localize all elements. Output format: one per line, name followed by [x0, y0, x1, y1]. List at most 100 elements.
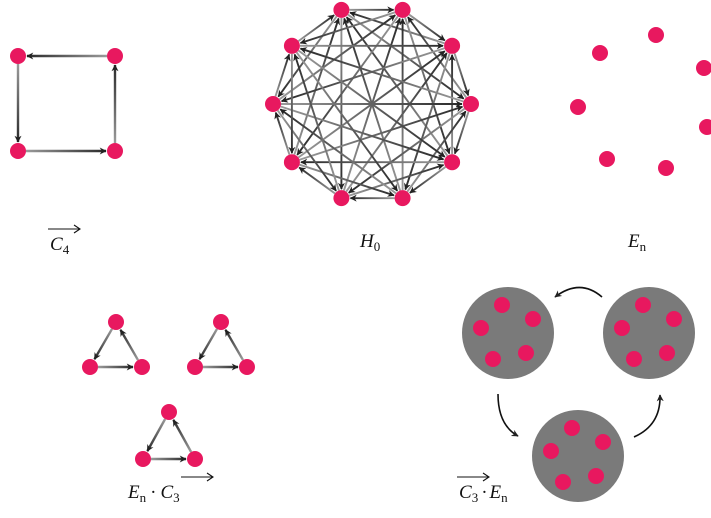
- directed-edge: [93, 328, 114, 360]
- vertex: [658, 160, 674, 176]
- directed-edge: [453, 111, 470, 155]
- c4-cycle-graph: [10, 48, 123, 159]
- label-en-letter: E: [627, 231, 640, 252]
- vertex: [599, 151, 615, 167]
- directed-edge: [295, 51, 399, 192]
- directed-edge: [299, 11, 396, 45]
- vertex: [525, 311, 541, 327]
- label-h0: H0: [359, 231, 380, 254]
- directed-edge: [146, 418, 167, 452]
- overarrow-head: [206, 472, 214, 482]
- label-en-c3-esub: n: [140, 490, 147, 505]
- vertex: [10, 48, 26, 64]
- vertex: [635, 297, 651, 313]
- vertex: [187, 451, 203, 467]
- label-c3-en-dot: ·: [481, 482, 487, 503]
- vertex: [444, 154, 461, 171]
- vertex: [485, 351, 501, 367]
- vertex: [564, 420, 580, 436]
- vertex: [473, 320, 489, 336]
- vertex: [444, 37, 461, 54]
- directed-edge: [274, 111, 291, 155]
- vertex: [518, 345, 534, 361]
- c3-times-en-graph: [462, 286, 695, 502]
- h0-tournament-graph: [265, 1, 479, 207]
- directed-edge: [119, 329, 140, 361]
- directed-edge: [348, 163, 445, 197]
- vertex: [648, 27, 664, 43]
- overarrow-head: [73, 224, 81, 234]
- directed-edge: [299, 163, 395, 197]
- vertex: [213, 314, 229, 330]
- vertex: [333, 190, 350, 207]
- vertex: [595, 434, 611, 450]
- directed-edge: [348, 107, 466, 194]
- label-c3-en-csub: 3: [472, 490, 479, 505]
- vertex: [108, 314, 124, 330]
- vertex: [135, 451, 151, 467]
- svg-text:C3·En: C3 · En: [459, 482, 508, 505]
- label-en-c3: En · C3: [127, 472, 214, 505]
- vertex: [555, 474, 571, 490]
- en-empty-graph: [570, 27, 711, 176]
- vertex: [134, 359, 150, 375]
- directed-edge: [224, 329, 245, 361]
- vertex: [570, 99, 586, 115]
- vertex: [239, 359, 255, 375]
- directed-edge: [347, 13, 465, 100]
- vertex: [588, 468, 604, 484]
- vertex: [265, 96, 281, 112]
- overarrow-head: [482, 472, 490, 482]
- label-c4-letter: C: [50, 234, 63, 255]
- label-c3-en-e: E: [489, 482, 502, 503]
- directed-edge: [274, 53, 291, 97]
- label-h0-sub: 0: [374, 239, 381, 254]
- label-en: En: [627, 231, 647, 254]
- label-en-c3-dot: ·: [150, 482, 156, 503]
- vertex: [283, 37, 300, 54]
- label-c4-sub: 4: [63, 242, 70, 257]
- vertex: [161, 404, 177, 420]
- vertex: [10, 143, 26, 159]
- directed-edge: [279, 108, 397, 195]
- vertex: [463, 96, 479, 112]
- directed-edge: [280, 105, 445, 161]
- directed-edge: [198, 328, 219, 360]
- blob-arc-arrow: [633, 394, 664, 438]
- label-c3-en-c: C: [459, 482, 472, 503]
- directed-edge: [293, 53, 340, 191]
- directed-edge: [280, 47, 445, 103]
- blob-arc-arrow: [497, 393, 519, 437]
- directed-edge: [297, 14, 335, 42]
- label-en-sub: n: [640, 239, 647, 254]
- label-en-c3-e: E: [127, 482, 140, 503]
- directed-edge: [298, 166, 336, 195]
- vertex: [543, 443, 559, 459]
- label-h0-letter: H: [359, 231, 375, 252]
- vertex: [626, 351, 642, 367]
- vertex: [333, 1, 350, 18]
- label-c3-en: C3 · En: [457, 472, 508, 505]
- label-c3-en-esub: n: [501, 490, 508, 505]
- vertex: [82, 359, 98, 375]
- vertex: [394, 1, 411, 18]
- directed-edge: [172, 419, 193, 453]
- en-times-c3-graph: [82, 314, 255, 467]
- svg-text:C4: C4: [50, 234, 70, 257]
- vertex: [666, 311, 682, 327]
- vertex: [614, 320, 630, 336]
- svg-text:En: En: [627, 231, 647, 254]
- directed-edge: [403, 53, 451, 191]
- directed-edge: [293, 17, 341, 155]
- svg-text:En·C3: En · C3: [127, 482, 180, 505]
- vertex: [699, 119, 711, 135]
- label-en-c3-csub: 3: [173, 490, 180, 505]
- vertex: [187, 359, 203, 375]
- directed-edge: [276, 109, 337, 192]
- label-c4: C4: [48, 224, 81, 257]
- directed-edge: [299, 47, 464, 103]
- directed-edge: [409, 166, 447, 194]
- directed-edge: [278, 14, 396, 101]
- vertex: [696, 60, 711, 76]
